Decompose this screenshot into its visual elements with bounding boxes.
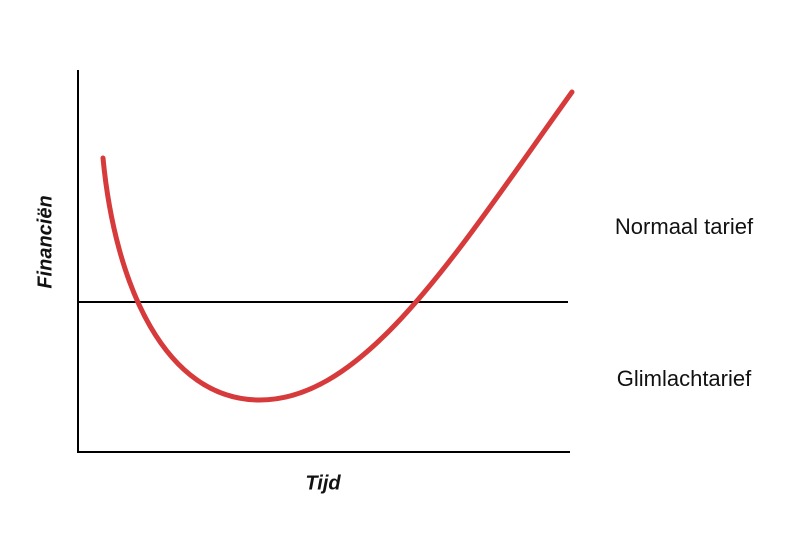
y-axis-label: Financiën [34,195,56,288]
region-label: Glimlachtarief [617,366,752,391]
x-axis-label: Tijd [305,472,341,494]
curve [100,89,575,403]
region-label: Normaal tarief [615,214,754,239]
